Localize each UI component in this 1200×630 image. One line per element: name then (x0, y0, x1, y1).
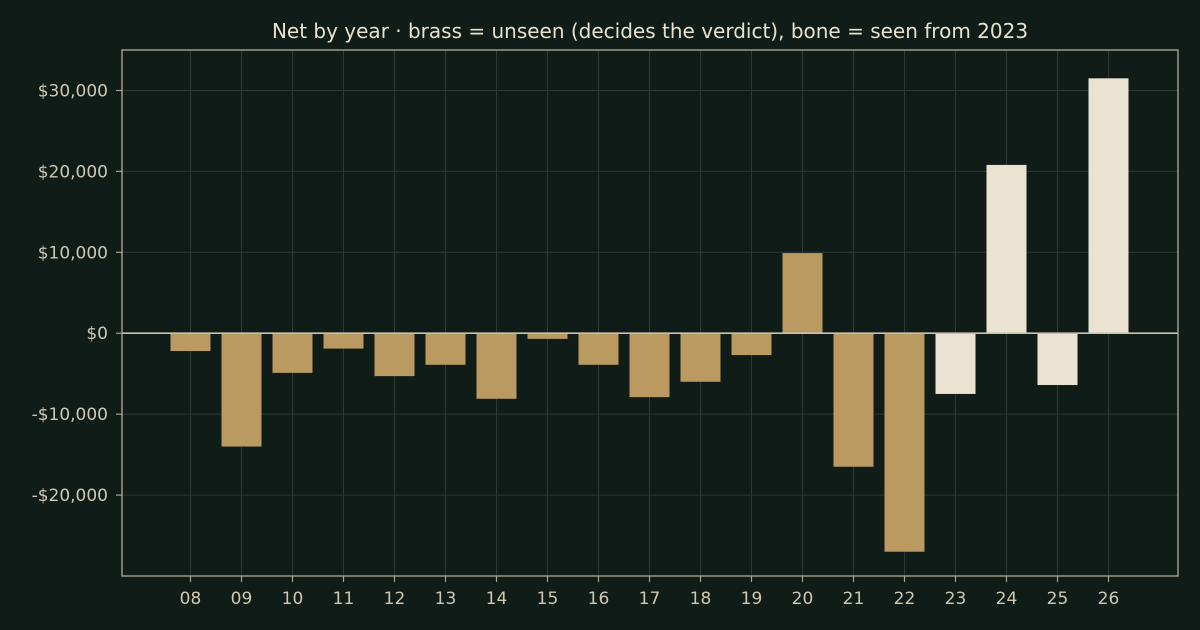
y-tick-label-1: -$10,000 (32, 405, 108, 425)
axis-layer (116, 49, 1179, 582)
bar-11 (323, 333, 364, 349)
x-tick-label-20: 20 (792, 589, 814, 609)
bars-layer (170, 78, 1129, 552)
x-tick-label-26: 26 (1098, 589, 1120, 609)
x-tick-label-16: 16 (588, 589, 610, 609)
bar-13 (425, 333, 466, 365)
x-tick-label-17: 17 (639, 589, 661, 609)
y-tick-label-3: $10,000 (38, 243, 108, 263)
x-tick-label-19: 19 (741, 589, 763, 609)
y-tick-label-0: -$20,000 (32, 486, 108, 506)
x-tick-label-15: 15 (537, 589, 559, 609)
bar-12 (374, 333, 415, 377)
bar-09 (221, 333, 262, 447)
y-tick-label-2: $0 (86, 324, 108, 344)
bar-18 (680, 333, 721, 382)
bar-21 (833, 333, 874, 467)
y-tick-label-4: $20,000 (38, 162, 108, 182)
y-tick-label-5: $30,000 (38, 81, 108, 101)
x-tick-label-23: 23 (945, 589, 967, 609)
chart-title: Net by year · brass = unseen (decides th… (272, 19, 1028, 43)
bar-19 (731, 333, 772, 356)
bar-22 (884, 333, 925, 552)
x-tick-label-21: 21 (843, 589, 865, 609)
bar-23 (935, 333, 976, 394)
x-tick-label-10: 10 (282, 589, 304, 609)
x-tick-label-24: 24 (996, 589, 1018, 609)
bar-25 (1037, 333, 1078, 386)
x-tick-label-25: 25 (1047, 589, 1069, 609)
x-tick-label-22: 22 (894, 589, 916, 609)
bar-14 (476, 333, 517, 399)
bar-17 (629, 333, 670, 398)
x-tick-label-11: 11 (333, 589, 355, 609)
bar-08 (170, 333, 211, 352)
bar-26 (1088, 78, 1129, 334)
bar-24 (986, 164, 1027, 334)
x-tick-labels: 08 09 10 11 12 13 14 15 16 17 18 19 20 21 22 23 24 25 26 (180, 589, 1120, 609)
x-tick-label-13: 13 (435, 589, 457, 609)
bar-15 (527, 333, 568, 339)
bar-20 (782, 253, 823, 334)
x-tick-label-12: 12 (384, 589, 406, 609)
y-tick-labels: -$20,000 -$10,000 $0 $10,000 $20,000 $30,000 (32, 81, 108, 506)
x-tick-label-14: 14 (486, 589, 508, 609)
bar-16 (578, 333, 619, 365)
x-tick-label-18: 18 (690, 589, 712, 609)
bar-10 (272, 333, 313, 373)
x-tick-label-09: 09 (231, 589, 253, 609)
x-tick-label-08: 08 (180, 589, 202, 609)
